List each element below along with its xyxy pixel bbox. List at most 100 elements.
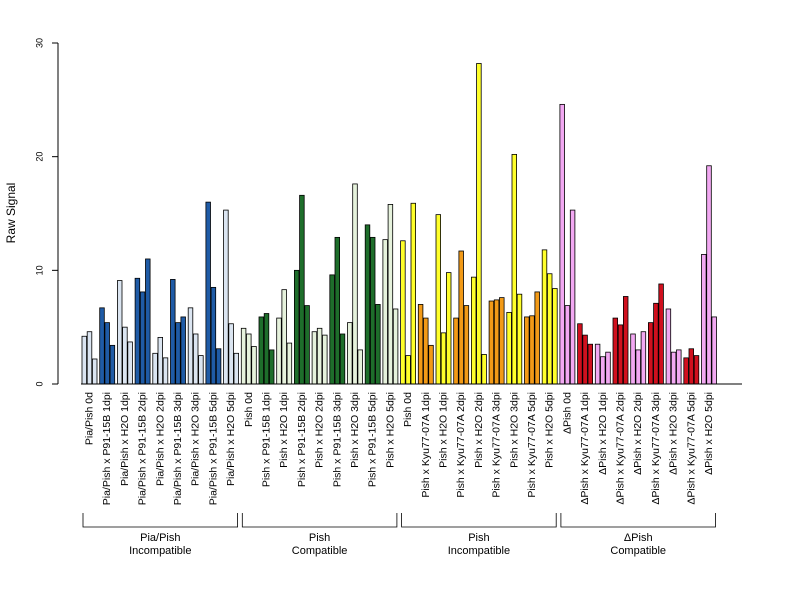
x-tick-label: Pish x P91-15B 5dpi: [367, 392, 379, 487]
bar: [547, 273, 553, 385]
x-tick-label: ΔPish x Kyu77-07A 1dpi: [579, 392, 591, 505]
x-tick-label: Pish x P91-15B 2dpi: [296, 392, 308, 487]
x-tick-label: Pia/Pish x P91-15B 5dpi: [207, 392, 219, 505]
bar: [658, 283, 664, 385]
bar: [600, 356, 606, 385]
y-axis-label: Raw Signal: [4, 183, 18, 244]
bar: [511, 153, 517, 385]
bar: [286, 342, 293, 385]
bar: [564, 305, 571, 385]
bar: [122, 326, 128, 385]
x-tick-label: ΔPish x H2O 3dpi: [668, 392, 680, 475]
bar: [440, 332, 447, 385]
bar: [99, 307, 105, 385]
y-axis: 0 10 20 30: [34, 38, 59, 387]
bar: [524, 316, 530, 385]
x-tick-label: Pish x P91-15B 3dpi: [331, 392, 343, 487]
bar: [258, 316, 264, 385]
bar: [281, 289, 287, 385]
bar: [405, 355, 411, 385]
bar: [322, 334, 328, 385]
bar: [428, 344, 434, 385]
bar: [676, 349, 682, 385]
bar: [180, 316, 186, 385]
y-tick-label: 20: [34, 152, 44, 162]
bar: [145, 258, 151, 385]
x-tick-label: Pish x H2O 2dpi: [314, 392, 326, 468]
x-tick-label: Pish x H2O 3dpi: [349, 392, 361, 468]
group-label-sub: Compatible: [292, 545, 348, 557]
x-tick-label: Pish x Kyu77-07A 3dpi: [491, 392, 503, 498]
x-tick-label: Pia/Pish x P91-15B 2dpi: [137, 392, 149, 505]
bar: [387, 204, 394, 385]
bar: [369, 236, 376, 385]
bar: [445, 272, 452, 385]
bar: [210, 286, 217, 385]
bar: [134, 277, 141, 385]
bar: [683, 357, 689, 385]
bar: [246, 333, 252, 385]
bar: [481, 354, 487, 385]
x-tick-label: Pish x P91-15B 1dpi: [261, 392, 273, 487]
bar: [453, 317, 459, 385]
bar: [175, 322, 181, 385]
bar: [81, 335, 87, 385]
bar: [488, 300, 495, 385]
bar: [476, 63, 482, 385]
bar: [104, 322, 110, 385]
bar: [357, 349, 363, 385]
bar: [577, 323, 583, 385]
bar: [127, 341, 133, 385]
x-tick-label: Pish x H2O 1dpi: [278, 392, 290, 468]
bar: [470, 276, 477, 385]
bar: [541, 249, 548, 385]
bar: [215, 348, 222, 385]
x-tick-label: Pish x Kyu77-07A 1dpi: [420, 392, 432, 498]
bar: [162, 357, 169, 385]
bar: [263, 313, 270, 385]
bar: [463, 305, 470, 385]
x-tick-label: Pish x Kyu77-07A 2dpi: [455, 392, 467, 498]
x-tick-label: Pia/Pish x H2O 3dpi: [190, 392, 202, 486]
bar: [92, 358, 98, 385]
x-tick-label: ΔPish x H2O 1dpi: [597, 392, 609, 475]
bar: [435, 214, 441, 385]
x-tick-label: Pish x H2O 3dpi: [508, 392, 520, 468]
bar: [665, 308, 672, 385]
bar: [653, 302, 659, 385]
bar: [635, 349, 641, 385]
bar: [400, 240, 406, 385]
bar: [552, 288, 558, 385]
bar: [228, 323, 234, 385]
group-label: Pia/Pish: [140, 532, 180, 544]
bar: [198, 355, 204, 385]
group-label: Pish: [309, 532, 330, 544]
bar: [117, 280, 123, 385]
bar: [329, 274, 335, 385]
bar: [534, 291, 540, 385]
bar: [251, 346, 257, 385]
bar: [304, 305, 310, 385]
bar: [688, 348, 694, 385]
x-tick-label: ΔPish x Kyu77-07A 5dpi: [685, 392, 697, 505]
bar: [711, 316, 717, 385]
bar: [339, 333, 346, 385]
bar: [170, 279, 176, 385]
bar: [423, 317, 429, 385]
bar: [594, 343, 601, 385]
x-tick-label: Pia/Pish x H2O 1dpi: [119, 392, 131, 486]
bar: [240, 327, 247, 385]
x-tick-label: Pish 0d: [243, 392, 255, 427]
bar: [499, 297, 505, 385]
x-tick-label: Pia/Pish x P91-15B 3dpi: [172, 392, 184, 505]
bar: [706, 165, 712, 385]
bar: [612, 317, 618, 385]
group-label-sub: Incompatible: [448, 545, 510, 557]
bar: [268, 349, 275, 385]
bar: [630, 333, 636, 385]
group-bracket: [401, 513, 557, 528]
bar: [623, 296, 629, 385]
bar: [617, 324, 624, 385]
bar: [458, 250, 464, 385]
